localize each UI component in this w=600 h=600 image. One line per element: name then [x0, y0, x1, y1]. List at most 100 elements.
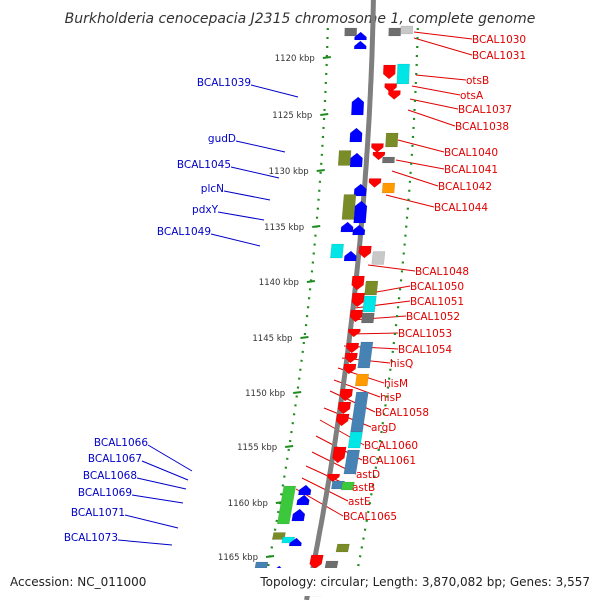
gene-forward [353, 40, 367, 50]
connector-line [413, 31, 473, 40]
gene-reverse [351, 275, 365, 291]
gene-feature [337, 150, 352, 166]
gene-reverse [337, 401, 352, 415]
gene-labels: BCAL1039 gudD BCAL1045 plcN pdxY BCAL1049 BCAL… [64, 34, 526, 544]
gene-label-right: BCAL1051 [410, 296, 464, 308]
gene-label-right: BCAL1041 [444, 164, 498, 176]
gene-reverse [388, 90, 401, 100]
tick-label: 1135 kbp [264, 223, 304, 233]
gene-feature [381, 182, 396, 194]
gene-forward [353, 183, 367, 197]
gene-label-right: hisM [384, 378, 408, 390]
gene-label-right: BCAL1048 [415, 266, 469, 278]
gene-label-right: BCAL1058 [375, 407, 429, 419]
gene-reverse [371, 143, 384, 153]
gene-feature [371, 251, 386, 265]
gene-feature [330, 243, 344, 259]
connector-line [124, 514, 179, 529]
gene-label-left: plcN [201, 183, 224, 195]
gene-reverse [372, 151, 386, 161]
gene-reverse [343, 363, 357, 375]
gene-reverse [327, 473, 341, 483]
gene-label-right: astD [356, 469, 380, 481]
tick-label: 1140 kbp [259, 278, 299, 288]
gene-label-right: BCAL1038 [455, 121, 509, 133]
gene-label-right: BCAL1030 [472, 34, 526, 46]
gene-forward [291, 508, 306, 522]
gene-label-right: hisP [380, 392, 401, 404]
gene-forward [352, 224, 366, 236]
gene-label-left: BCAL1071 [71, 507, 125, 519]
tick-label: 1130 kbp [269, 167, 309, 177]
connector-line [397, 139, 445, 153]
gene-forward [340, 221, 354, 233]
connector-line [391, 170, 439, 187]
gene-forward [353, 200, 368, 224]
tick-label: 1120 kbp [275, 54, 315, 64]
connector-line [407, 109, 456, 127]
gene-reverse [335, 413, 350, 427]
gene-reverse [332, 446, 347, 464]
connector-line [210, 233, 261, 247]
gene-label-left: pdxY [192, 204, 219, 216]
connector-line [385, 194, 435, 208]
gene-feature [341, 194, 357, 220]
connector-line [415, 74, 467, 81]
tick-label: 1145 kbp [252, 334, 292, 344]
gene-reverse [382, 64, 396, 80]
connector-line [217, 211, 265, 221]
gene-label-right: BCAL1052 [406, 311, 460, 323]
gene-label-right: BCAL1054 [398, 344, 452, 356]
footer-band [0, 568, 600, 596]
gene-label-right: astE [348, 496, 371, 508]
connector-line [136, 477, 187, 490]
gene-forward [296, 494, 310, 506]
gene-feature [350, 391, 369, 433]
gene-label-right: astB [352, 482, 375, 494]
tick-labels: 1120 kbp 1125 kbp 1130 kbp 1135 kbp 1140 kbp… [218, 54, 315, 563]
gene-feature [340, 481, 355, 491]
gene-label-left: BCAL1068 [83, 470, 137, 482]
tick-mark [285, 445, 294, 448]
gene-label-right: otsA [460, 90, 484, 102]
gene-reverse [347, 328, 361, 338]
tick-label: 1160 kbp [228, 499, 268, 509]
gene-reverse [345, 342, 360, 354]
gene-label-left: BCAL1045 [177, 159, 231, 171]
tick-mark [293, 391, 302, 394]
gene-feature [400, 25, 414, 35]
connector-line [117, 539, 173, 546]
gene-reverse [339, 388, 354, 402]
gene-reverse [309, 554, 324, 570]
gene-forward [351, 96, 365, 116]
gene-label-right: BCAL1042 [438, 181, 492, 193]
tick-mark [316, 169, 325, 172]
gene-feature [276, 485, 297, 525]
tick-mark [320, 113, 329, 116]
topology-text: Topology: circular; Length: 3,870,082 bp… [259, 575, 590, 589]
gene-label-left: BCAL1069 [78, 487, 132, 499]
gene-label-left: BCAL1073 [64, 532, 118, 544]
gene-feature [354, 373, 370, 387]
connector-line [250, 84, 299, 98]
connector-line [413, 37, 473, 56]
ruler-right [350, 27, 419, 599]
gene-forward [349, 127, 363, 143]
gene-label-right: argD [371, 422, 396, 434]
gene-label-left: BCAL1039 [197, 77, 251, 89]
gene-label-right: BCAL1031 [472, 50, 526, 62]
gene-label-right: BCAL1053 [398, 328, 452, 340]
gene-label-right: BCAL1060 [364, 440, 418, 452]
gene-reverse [384, 83, 398, 93]
gene-forward [288, 537, 302, 547]
connector-line [395, 159, 445, 170]
accession-text: Accession: NC_011000 [10, 575, 146, 589]
tick-mark [306, 280, 315, 283]
gene-feature [335, 543, 350, 553]
gene-feature [357, 341, 374, 369]
gene-reverse [358, 245, 372, 259]
gene-label-right: BCAL1040 [444, 147, 498, 159]
tick-mark [300, 336, 309, 339]
connector-line [223, 190, 271, 201]
